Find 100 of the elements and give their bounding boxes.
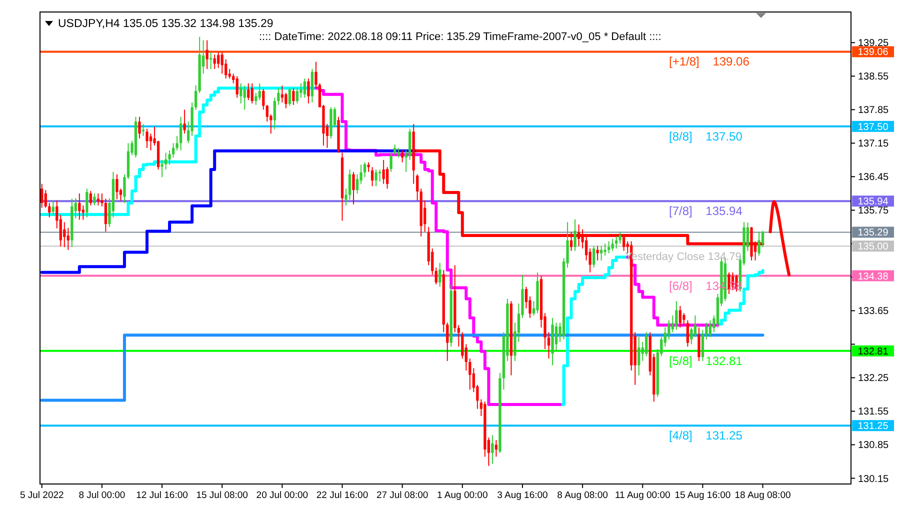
candlestick xyxy=(146,128,148,148)
ref-line-label: [4/8] 131.25 xyxy=(669,428,743,443)
candlestick xyxy=(262,88,265,110)
x-tick-label: 3 Aug 16:00 xyxy=(497,490,548,501)
y-tick-label: 133.65 xyxy=(858,306,890,318)
candlestick xyxy=(686,320,689,348)
candlestick xyxy=(638,336,640,376)
candlestick xyxy=(457,324,460,348)
x-tick-label: 27 Jul 08:00 xyxy=(376,490,428,501)
candlestick xyxy=(446,322,449,362)
y-tick-label: 137.15 xyxy=(858,138,890,150)
y-tick-label: 132.25 xyxy=(858,373,890,384)
candlestick xyxy=(172,142,175,158)
candlestick xyxy=(701,329,704,362)
candlestick xyxy=(438,262,442,288)
candlestick xyxy=(179,116,182,151)
candlestick xyxy=(116,174,118,200)
candlestick xyxy=(604,243,606,256)
candlestick xyxy=(758,231,760,256)
y-tick-label: 137.85 xyxy=(858,105,890,116)
candlestick xyxy=(243,85,246,110)
candlestick xyxy=(314,61,318,89)
y-tick-label: 134.38 xyxy=(858,271,889,282)
candlestick xyxy=(66,227,70,250)
candlestick xyxy=(397,147,400,158)
candlestick xyxy=(224,58,228,80)
candlestick xyxy=(468,358,472,390)
candlestick xyxy=(149,133,152,151)
candlestick xyxy=(303,78,306,98)
candlestick xyxy=(104,198,108,232)
candlestick xyxy=(363,162,366,178)
x-tick-label: 15 Jul 08:00 xyxy=(196,490,248,501)
candlestick xyxy=(307,78,310,104)
y-tick-label: 135.00 xyxy=(858,242,889,253)
candlestick xyxy=(300,82,302,98)
candlestick xyxy=(194,84,198,110)
candlestick xyxy=(491,434,494,464)
y-tick-label: 131.55 xyxy=(858,406,890,418)
candlestick xyxy=(678,305,682,328)
candlestick xyxy=(266,104,268,122)
candlestick xyxy=(611,238,614,252)
candlestick xyxy=(352,171,355,205)
candlestick xyxy=(52,200,54,216)
candlestick xyxy=(93,192,96,206)
x-tick-label: 15 Aug 16:00 xyxy=(674,490,731,501)
y-tick-label: 131.25 xyxy=(858,421,889,432)
y-tick-label: 137.50 xyxy=(858,122,889,133)
candlestick xyxy=(698,326,700,362)
candlestick xyxy=(220,52,224,74)
candlestick xyxy=(461,332,464,360)
candlestick xyxy=(250,82,254,104)
candlestick xyxy=(247,82,250,101)
y-tick-label: 130.85 xyxy=(858,440,890,452)
candlestick xyxy=(254,92,258,106)
candlestick xyxy=(284,92,288,109)
candlestick xyxy=(416,174,419,202)
ref-line-label: [7/8] 135.94 xyxy=(669,204,743,218)
candlestick xyxy=(273,97,276,130)
candlestick xyxy=(160,159,164,178)
candlestick xyxy=(390,152,392,172)
candlestick xyxy=(705,322,708,340)
candlestick xyxy=(82,204,84,220)
text: :::: DateTime: 2022.08.18 09:11 Price: 135.29 TimeFrame-2007-v0_05 * Default :::: xyxy=(258,31,662,43)
candlestick xyxy=(675,300,678,330)
candlestick xyxy=(645,332,648,357)
candlestick xyxy=(382,159,385,184)
x-tick-label: 12 Jul 16:00 xyxy=(136,490,188,501)
candlestick xyxy=(292,88,295,106)
candlestick xyxy=(344,188,348,206)
ref-line-label: [+1/8] 139.06 xyxy=(669,54,750,69)
candlestick xyxy=(394,144,396,156)
y-tick-label: 139.25 xyxy=(858,38,890,50)
candlestick xyxy=(682,312,686,326)
candlestick xyxy=(48,202,51,218)
candlestick xyxy=(547,332,550,360)
candlestick xyxy=(40,183,44,208)
candlestick xyxy=(240,82,242,104)
candlestick xyxy=(348,168,352,200)
candlestick xyxy=(370,166,374,187)
candlestick xyxy=(164,152,168,170)
x-tick-label: 5 Jul 2022 xyxy=(20,490,64,501)
ref-line-label: [5/8] 132.81 xyxy=(669,354,743,368)
candlestick xyxy=(574,218,576,252)
y-tick-label: 138.55 xyxy=(858,72,890,83)
text: USDJPY,H4 135.05 135.32 134.98 135.29 xyxy=(58,18,274,30)
candlestick xyxy=(434,267,438,285)
x-tick-label: 20 Jul 00:00 xyxy=(256,490,308,501)
x-tick-label: 18 Aug 08:00 xyxy=(734,490,791,501)
candlestick xyxy=(236,76,238,98)
candlestick xyxy=(708,320,712,338)
y-tick-label: 139.06 xyxy=(858,47,889,58)
candlestick xyxy=(374,168,378,187)
x-tick-label: 8 Aug 08:00 xyxy=(557,490,608,501)
candlestick xyxy=(596,246,599,261)
candlestick xyxy=(378,168,382,182)
candlestick xyxy=(690,326,693,345)
y-tick-label: 135.94 xyxy=(858,196,889,208)
y-tick-label: 132.81 xyxy=(858,346,889,358)
candlestick xyxy=(96,192,100,206)
candlestick xyxy=(277,88,280,106)
